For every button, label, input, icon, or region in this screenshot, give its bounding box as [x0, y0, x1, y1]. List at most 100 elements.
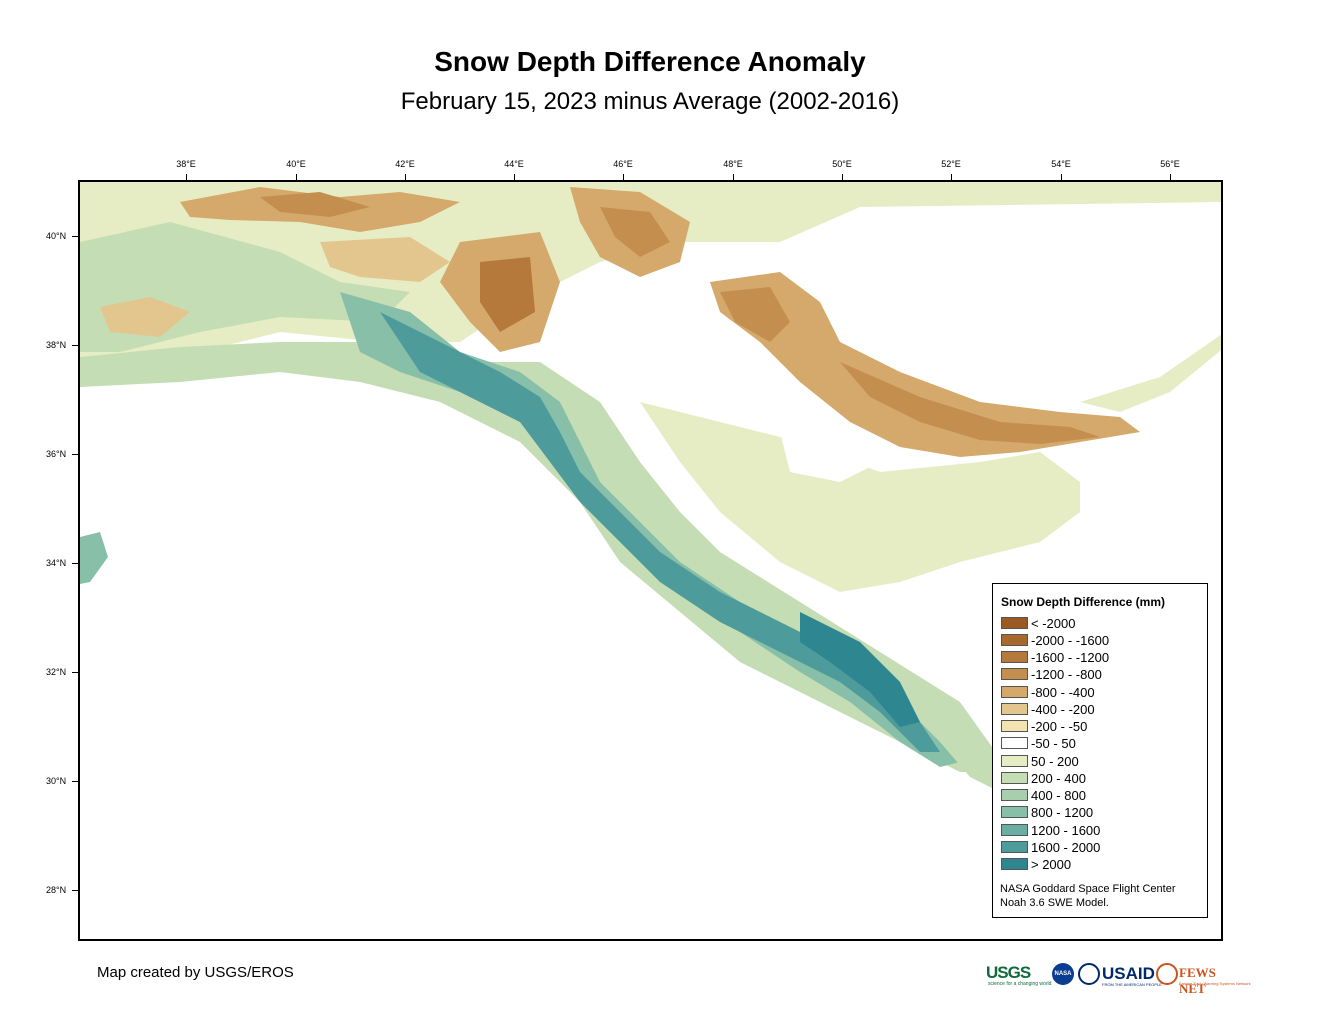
legend-item-label: > 2000 [1031, 857, 1072, 872]
legend-item: < -2000 [1001, 617, 1075, 631]
legend-swatch [1001, 737, 1028, 749]
legend-swatch [1001, 651, 1028, 663]
central-plateau-white [780, 432, 880, 482]
legend-item-label: -400 - -200 [1031, 702, 1095, 717]
lon-tick-mark [186, 174, 187, 180]
lon-tick-mark [514, 174, 515, 180]
lon-tick-label: 40°E [286, 159, 306, 169]
levant-patch [80, 532, 108, 584]
legend-item-label: -1200 - -800 [1031, 667, 1102, 682]
legend-item-label: 800 - 1200 [1031, 805, 1094, 820]
legend-item: > 2000 [1001, 858, 1071, 872]
legend-swatch [1001, 789, 1028, 801]
lat-tick-label: 36°N [46, 449, 67, 459]
lat-tick-mark [72, 345, 78, 346]
lon-tick-label: 56°E [1160, 159, 1180, 169]
legend-swatch [1001, 824, 1028, 836]
lon-tick-mark [623, 174, 624, 180]
lat-tick-mark [72, 890, 78, 891]
legend-swatch [1001, 806, 1028, 818]
iranian-plateau [640, 402, 1080, 592]
source-line: Noah 3.6 SWE Model. [1000, 897, 1109, 909]
alborz-deficit [710, 272, 1140, 457]
legend-item: 200 - 400 [1001, 772, 1086, 786]
lat-tick-label: 32°N [46, 667, 67, 677]
legend-swatch [1001, 634, 1028, 646]
legend-item-label: < -2000 [1031, 616, 1076, 631]
lat-tick-mark [72, 236, 78, 237]
pontic-deficit-core [260, 192, 370, 217]
legend-item: -50 - 50 [1001, 737, 1076, 751]
lon-tick-label: 44°E [504, 159, 524, 169]
legend-item: 1200 - 1600 [1001, 824, 1100, 838]
lon-tick-mark [296, 174, 297, 180]
lon-tick-label: 38°E [176, 159, 196, 169]
legend-swatch [1001, 772, 1028, 784]
lat-tick-mark [72, 672, 78, 673]
fews-net-seal-icon [1156, 963, 1178, 985]
legend-item: -1600 - -1200 [1001, 651, 1109, 665]
usaid-tagline: FROM THE AMERICAN PEOPLE [1102, 982, 1162, 987]
source-line: NASA Goddard Space Flight Center [1000, 883, 1176, 895]
lon-tick-mark [1061, 174, 1062, 180]
map-title: Snow Depth Difference Anomaly [434, 46, 866, 77]
usaid-seal-icon [1078, 963, 1100, 985]
map-credit: Map created by USGS/EROS [97, 964, 294, 981]
legend-item-label: 1600 - 2000 [1031, 840, 1101, 855]
legend-item: -400 - -200 [1001, 703, 1095, 717]
lat-tick-label: 28°N [46, 885, 67, 895]
lon-tick-label: 50°E [832, 159, 852, 169]
zagros-band-outer [80, 342, 1010, 772]
lon-tick-label: 52°E [941, 159, 961, 169]
legend-item: -1200 - -800 [1001, 668, 1102, 682]
lon-tick-label: 48°E [723, 159, 743, 169]
lon-tick-mark [405, 174, 406, 180]
legend-item-label: 50 - 200 [1031, 754, 1079, 769]
legend-swatch [1001, 858, 1028, 870]
alborz-west-core [720, 287, 790, 342]
nasa-logo[interactable]: NASA [1052, 963, 1074, 985]
legend-item: 1600 - 2000 [1001, 841, 1100, 855]
legend-swatch [1001, 686, 1028, 698]
legend-item: 400 - 800 [1001, 789, 1086, 803]
lesser-caucasus-core [600, 207, 670, 257]
lat-tick-mark [72, 563, 78, 564]
legend-item-label: 400 - 800 [1031, 788, 1086, 803]
legend-title: Snow Depth Difference (mm) [1001, 595, 1166, 609]
fews-net-logo[interactable]: FEWS NET [1179, 965, 1216, 996]
lon-tick-label: 46°E [613, 159, 633, 169]
legend-swatch [1001, 841, 1028, 853]
partner-logos: USGS science for a changing world NASA U… [986, 961, 1251, 996]
legend-item-label: -50 - 50 [1031, 736, 1076, 751]
map-legend: Snow Depth Difference (mm) < -2000 -2000… [992, 583, 1208, 918]
zagros-peak [800, 612, 920, 727]
lon-tick-mark [842, 174, 843, 180]
lat-tick-mark [72, 454, 78, 455]
lat-tick-label: 40°N [46, 231, 67, 241]
snow-depth-map [80, 182, 1221, 802]
west-patch-deficit [100, 297, 190, 337]
alborz-deficit-core [840, 362, 1100, 444]
legend-item: -200 - -50 [1001, 720, 1087, 734]
usaid-logo[interactable]: USAID [1102, 964, 1155, 983]
legend-item-label: -200 - -50 [1031, 719, 1088, 734]
lon-tick-mark [951, 174, 952, 180]
legend-source: NASA Goddard Space Flight Center Noah 3.… [1000, 882, 1175, 910]
legend-item: 800 - 1200 [1001, 806, 1093, 820]
lat-tick-label: 30°N [46, 776, 67, 786]
legend-item-label: -2000 - -1600 [1031, 633, 1110, 648]
lon-tick-label: 42°E [395, 159, 415, 169]
legend-item-label: -1600 - -1200 [1031, 650, 1110, 665]
legend-item: 50 - 200 [1001, 755, 1079, 769]
lat-tick-label: 34°N [46, 558, 67, 568]
usgs-logo[interactable]: USGS [986, 963, 1031, 982]
map-subtitle: February 15, 2023 minus Average (2002-20… [400, 88, 900, 115]
armenian-highland-core [480, 257, 535, 332]
legend-swatch [1001, 720, 1028, 732]
legend-item-label: 1200 - 1600 [1031, 823, 1101, 838]
legend-swatch [1001, 617, 1028, 629]
usgs-tagline: science for a changing world [988, 981, 1052, 987]
legend-swatch [1001, 755, 1028, 767]
lon-tick-mark [733, 174, 734, 180]
legend-item-label: -800 - -400 [1031, 685, 1095, 700]
